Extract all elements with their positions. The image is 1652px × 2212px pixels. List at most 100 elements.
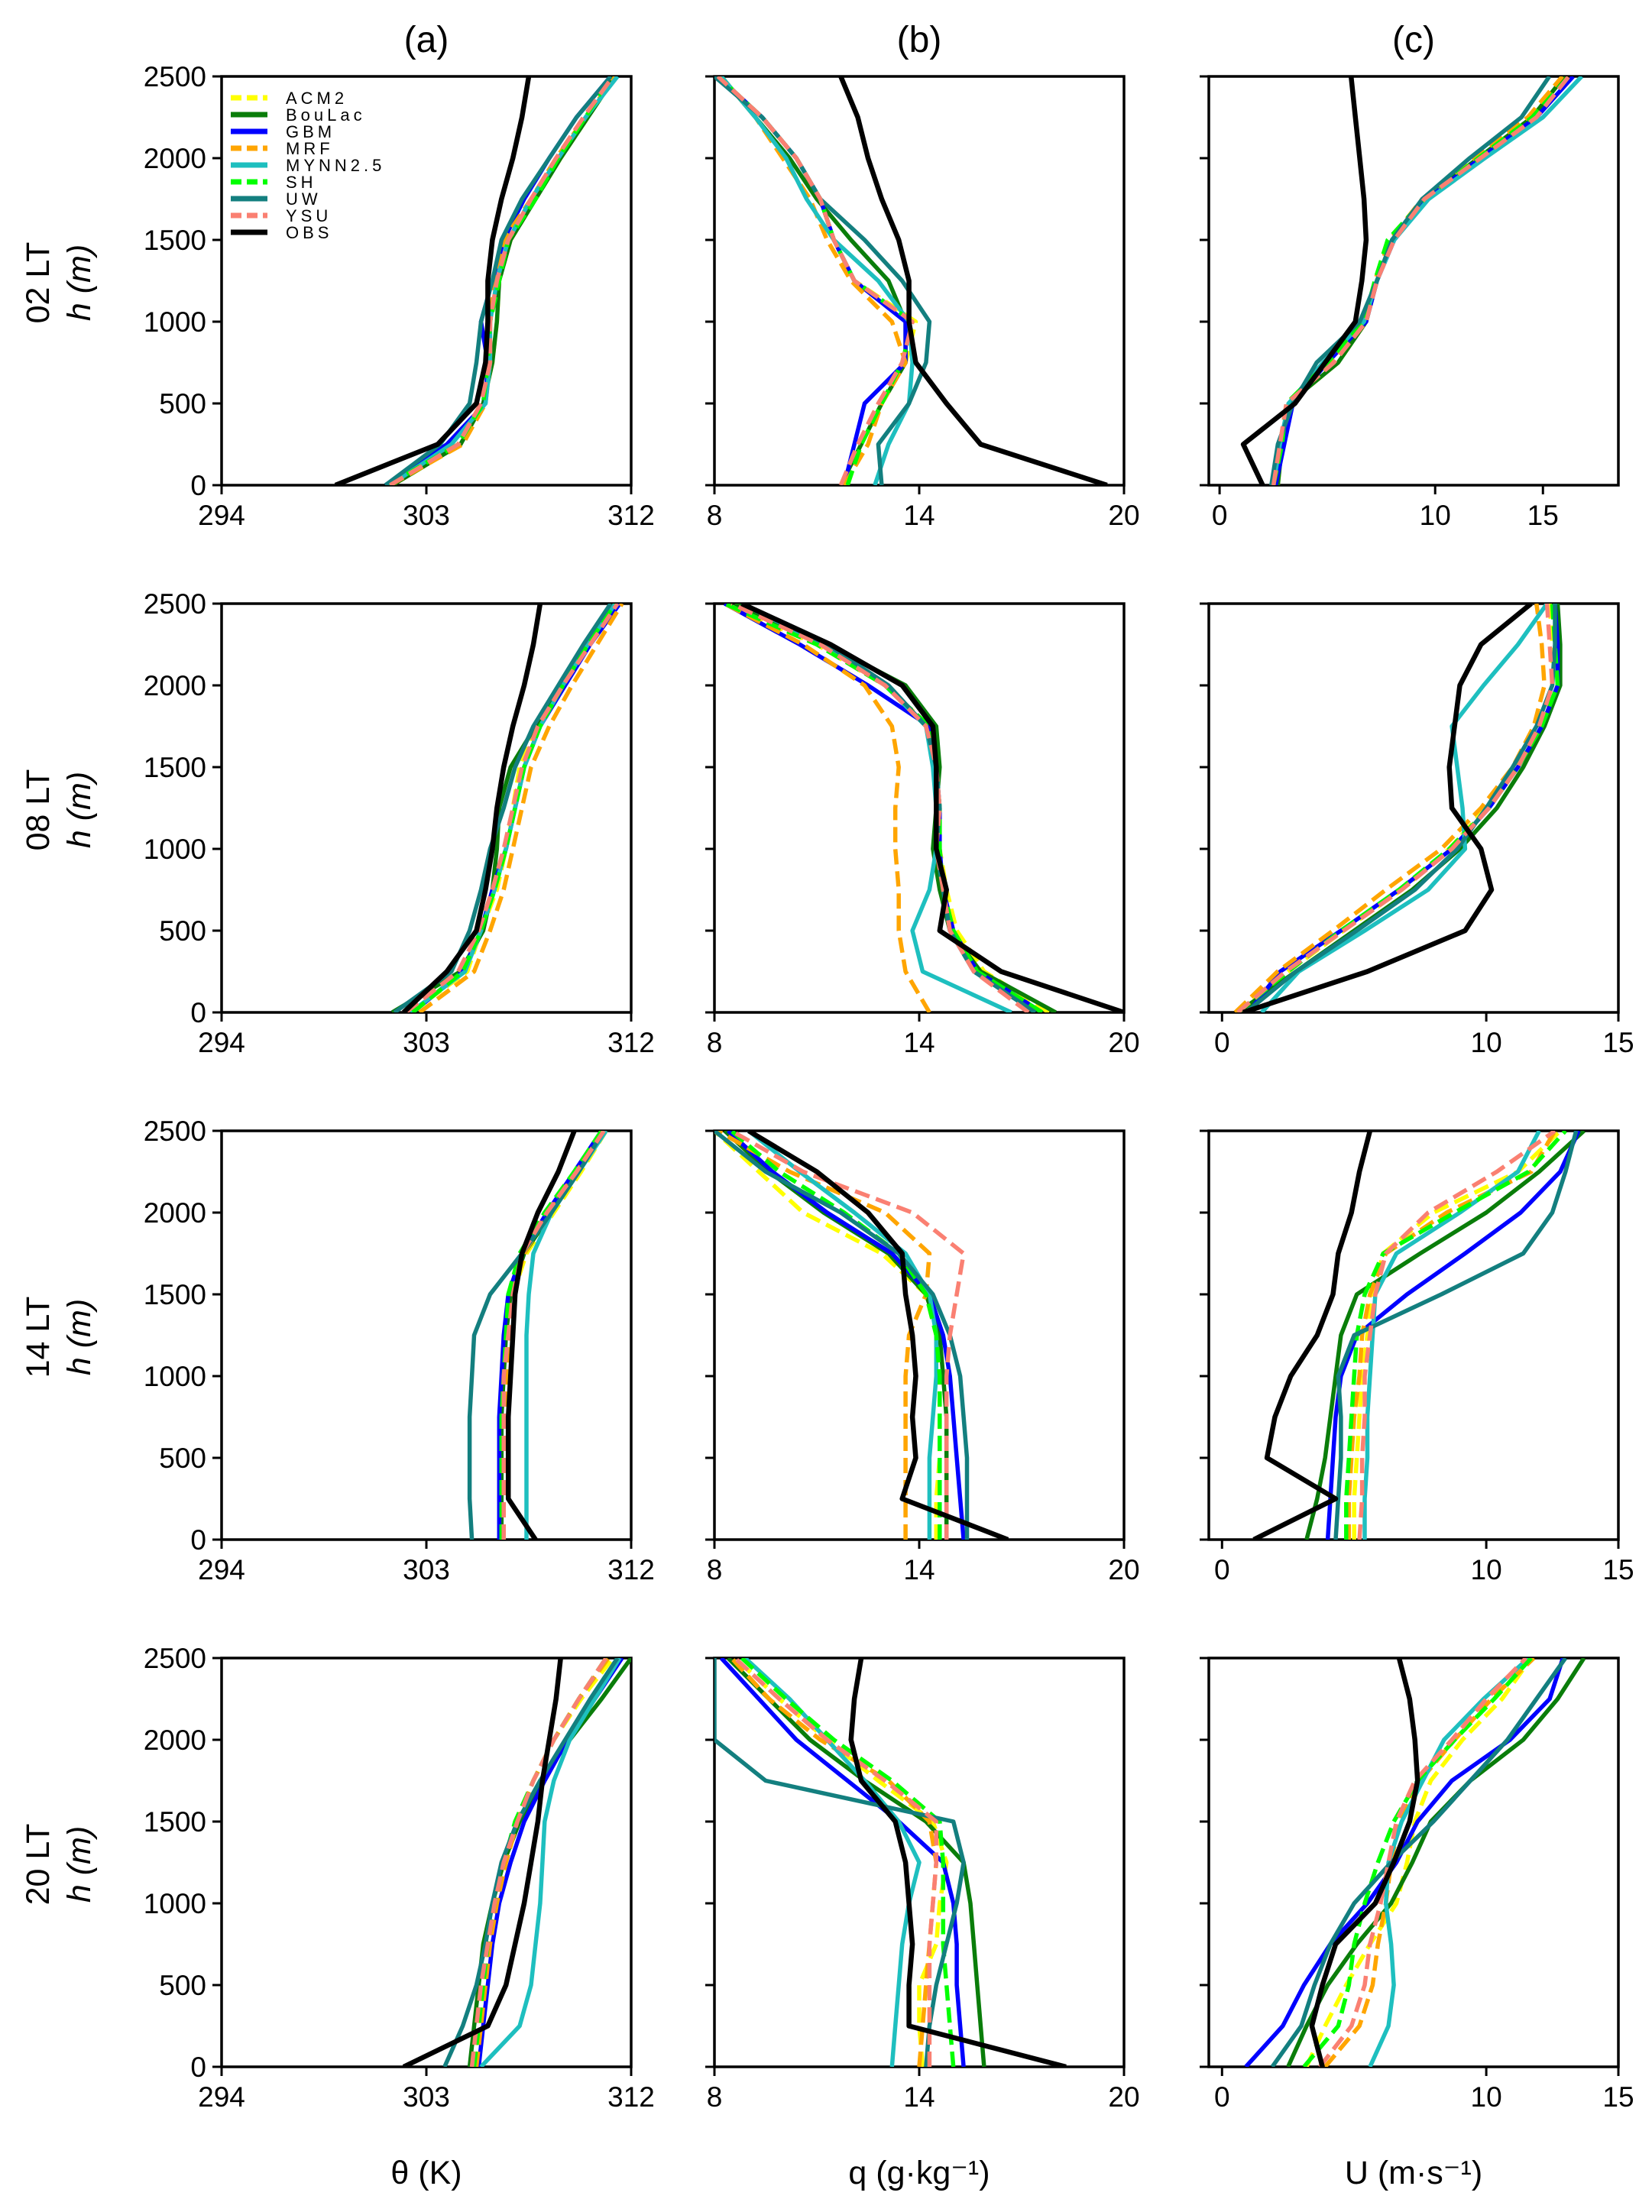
series-line-obs	[848, 1658, 1067, 2067]
panel-frame	[1207, 1657, 1620, 2068]
series-line-sh	[1302, 1658, 1533, 2067]
x-tick-label: 8	[707, 1027, 723, 1058]
y-tick-label: 1500	[144, 752, 206, 783]
x-tick-label: 312	[607, 1027, 655, 1058]
series-line-ysu	[733, 1658, 939, 2067]
series-group	[1240, 76, 1583, 485]
legend-entry: MYNN2.5	[231, 156, 381, 175]
y-tick-label: 0	[190, 2052, 206, 2083]
legend-entry: OBS	[231, 223, 332, 242]
series-line-obs	[1242, 604, 1533, 1012]
panel-3-2: 0 10 15	[1200, 1657, 1634, 2113]
column-title-b: (b)	[897, 20, 942, 60]
legend-label: SH	[286, 173, 317, 192]
y-tick-label: 1500	[144, 1806, 206, 1838]
series-line-ysu	[730, 1131, 966, 1540]
y-tick-label: 2000	[144, 143, 206, 174]
row-label-3: 20 LT h (m)	[20, 1824, 98, 1906]
series-line-acm2	[1304, 1658, 1534, 2067]
series-group	[714, 1658, 1067, 2067]
x-tick-label: 294	[198, 500, 245, 531]
series-line-ysu	[469, 1658, 608, 2067]
panel-1-1: 8 14 20	[705, 602, 1140, 1058]
x-axis-label-u: U (m·s⁻¹)	[1345, 2155, 1482, 2191]
row-label-1: 08 LT h (m)	[20, 769, 98, 851]
series-line-obs	[740, 604, 1124, 1012]
series-line-acm2	[1352, 1131, 1562, 1540]
x-tick-label: 294	[198, 2081, 245, 2113]
series-line-uw	[1269, 76, 1551, 485]
series-line-uw	[1333, 1131, 1579, 1540]
series-line-ysu	[1236, 604, 1555, 1012]
series-line-ysu	[1271, 76, 1571, 485]
series-line-obs	[1240, 76, 1369, 485]
series-line-uw	[384, 76, 613, 485]
y-tick-label: 0	[190, 1524, 206, 1556]
series-group	[334, 76, 620, 485]
x-tick-label: 8	[707, 2081, 723, 2113]
x-tick-label: 20	[1108, 1554, 1139, 1585]
x-tick-label: 303	[403, 1554, 450, 1585]
legend-entry: YSU	[231, 206, 332, 225]
y-tick-label: 2500	[144, 1643, 206, 1674]
x-tick-label: 294	[198, 1027, 245, 1058]
panel-frame	[1207, 1129, 1620, 1541]
x-tick-label: 0	[1214, 2081, 1230, 2113]
row-label-height: h (m)	[61, 772, 98, 848]
y-tick-label: 500	[159, 1970, 206, 2001]
legend-entry: UW	[231, 189, 318, 209]
legend-label: OBS	[286, 223, 332, 242]
x-tick-label: 312	[607, 500, 655, 531]
row-label-height: h (m)	[61, 1826, 98, 1903]
x-tick-label: 303	[403, 500, 450, 531]
series-line-gbm	[727, 1131, 966, 1540]
series-group	[714, 76, 1108, 485]
x-tick-label: 15	[1602, 2081, 1634, 2113]
x-tick-label: 0	[1214, 1027, 1230, 1058]
y-tick-label: 1500	[144, 1279, 206, 1310]
series-group	[724, 604, 1124, 1012]
series-line-mrf	[1346, 1131, 1557, 1540]
legend-entry: ACM2	[231, 89, 348, 108]
x-tick-label: 8	[707, 500, 723, 531]
x-tick-label: 10	[1420, 500, 1451, 531]
y-tick-label: 500	[159, 1443, 206, 1474]
series-line-mrf	[418, 604, 624, 1012]
y-tick-label: 2000	[144, 670, 206, 701]
x-tick-label: 14	[903, 500, 935, 531]
legend-label: MRF	[286, 139, 334, 158]
legend-label: ACM2	[286, 89, 348, 108]
series-line-sh	[499, 1131, 604, 1540]
x-tick-label: 20	[1108, 1027, 1139, 1058]
series-line-obs	[505, 1131, 577, 1540]
series-line-mynn25	[479, 1658, 622, 2067]
x-tick-label: 10	[1471, 2081, 1502, 2113]
series-group	[1233, 604, 1563, 1012]
x-axis-label-theta: θ (K)	[390, 2155, 462, 2191]
series-line-obs	[1309, 1658, 1420, 2067]
y-tick-label: 1000	[144, 834, 206, 865]
series-line-mynn25	[719, 76, 915, 485]
column-title-c: (c)	[1392, 20, 1435, 60]
x-tick-label: 20	[1108, 2081, 1139, 2113]
y-tick-label: 2500	[144, 1116, 206, 1147]
y-tick-label: 2000	[144, 1725, 206, 1756]
x-tick-label: 14	[903, 1027, 935, 1058]
series-line-uw	[467, 1131, 606, 1540]
series-line-boulac	[1304, 1131, 1586, 1540]
row-label-height: h (m)	[61, 245, 98, 321]
series-line-obs	[1252, 1131, 1373, 1540]
legend-label: YSU	[286, 206, 332, 225]
x-tick-label: 15	[1602, 1554, 1634, 1585]
legend-label: GBM	[286, 122, 335, 141]
series-line-mynn25	[1260, 604, 1549, 1012]
series-line-obs	[747, 1131, 1009, 1540]
x-tick-label: 20	[1108, 500, 1139, 531]
series-group	[390, 604, 624, 1012]
series-line-mynn25	[743, 1658, 922, 2067]
series-line-obs	[838, 76, 1108, 485]
series-line-mrf	[1233, 604, 1547, 1012]
